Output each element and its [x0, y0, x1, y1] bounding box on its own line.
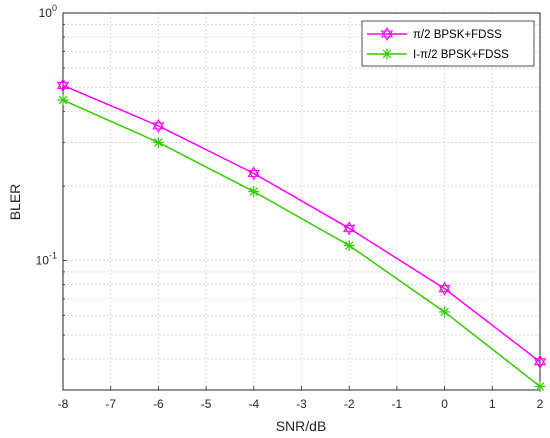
data-point-series-2: [343, 240, 355, 252]
x-tick-label: 0: [441, 397, 448, 411]
series-line-1: [62, 84, 541, 363]
data-point-series-1: [343, 221, 356, 236]
legend-label-series-1: π/2 BPSK+FDSS: [413, 29, 502, 41]
marker-triangle-down: [152, 122, 165, 133]
y-tick-label: 100: [39, 3, 57, 20]
x-tick-label: -4: [248, 397, 259, 411]
legend-label-series-2: I-π/2 BPSK+FDSS: [413, 49, 509, 61]
data-point-series-2: [152, 136, 164, 148]
marker-stroke: [58, 95, 68, 105]
x-tick-label: -5: [201, 397, 212, 411]
x-tick-label: -2: [344, 397, 355, 411]
data-point-series-2: [439, 306, 451, 318]
legend-box: [361, 20, 535, 67]
marker-triangle-up: [343, 221, 356, 232]
marker-triangle-down: [438, 285, 451, 296]
x-tick-label: -7: [105, 397, 116, 411]
marker-triangle-up: [533, 354, 547, 366]
x-tick-label: -8: [58, 397, 69, 411]
marker-stroke: [535, 382, 545, 391]
y-axis-title: BLER: [7, 184, 23, 221]
marker-triangle-down: [380, 30, 394, 42]
series-line-2: [62, 99, 541, 388]
marker-stroke: [249, 187, 259, 196]
data-point-series-2: [57, 94, 69, 106]
data-point-series-2: [248, 186, 260, 198]
marker-triangle-up: [56, 78, 70, 89]
x-tick-label: -3: [296, 397, 307, 411]
legend-marker-series-2: [381, 48, 393, 60]
data-point-series-1: [56, 78, 70, 93]
marker-stroke: [440, 307, 449, 317]
series: [56, 78, 547, 392]
legend-asterisk-marker: [381, 48, 393, 60]
x-axis-title: SNR/dB: [276, 418, 327, 434]
marker-triangle-up: [380, 26, 394, 38]
marker-stroke: [382, 49, 392, 59]
data-point-series-1: [152, 118, 165, 133]
marker-triangle-down: [247, 169, 260, 181]
y-tick-label: 10-1: [36, 251, 57, 268]
data-point-series-1: [247, 166, 260, 181]
data-point-series-2: [534, 380, 546, 392]
data-point-series-1: [438, 281, 451, 296]
legend-hexagram-marker: [380, 26, 394, 42]
legend-marker-series-1: [380, 26, 394, 42]
legend: π/2 BPSK+FDSS I-π/2 BPSK+FDSS: [361, 20, 535, 67]
marker-triangle-down: [343, 224, 356, 236]
marker-triangle-down: [533, 358, 547, 369]
x-tick-label: -1: [392, 397, 403, 411]
marker-stroke: [154, 138, 163, 147]
marker-triangle-down: [56, 81, 70, 93]
marker-stroke: [344, 241, 354, 250]
x-tick-label: 1: [489, 397, 496, 411]
axes: -8 -7 -6 -5 -4 -3 -2 -1 0 1 2 100 10-1: [36, 3, 544, 411]
data-point-series-1: [533, 354, 547, 369]
x-tick-label: -6: [153, 397, 164, 411]
marker-triangle-up: [152, 118, 165, 130]
marker-triangle-up: [438, 281, 451, 293]
marker-triangle-up: [247, 166, 260, 177]
x-tick-label: 2: [537, 397, 544, 411]
